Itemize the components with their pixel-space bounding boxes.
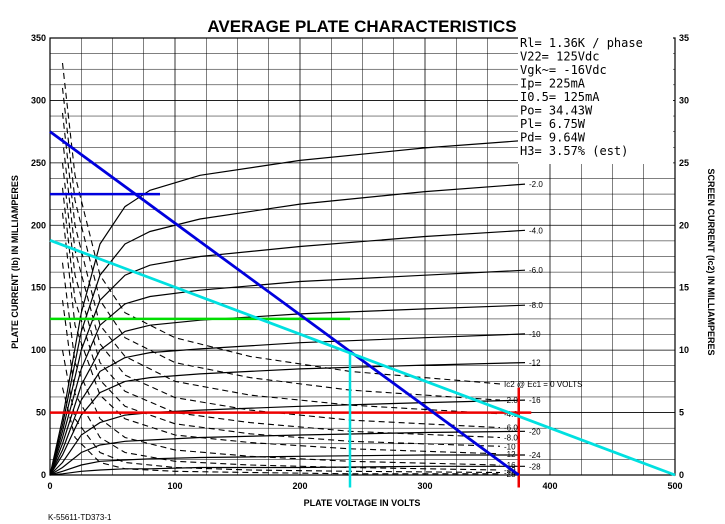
- screen-curve-label: -6.0: [504, 424, 518, 433]
- plate-curve-label: -12: [529, 359, 541, 368]
- axes: 0 100 200 300 400 500050100150200250300350051…: [31, 33, 689, 491]
- plate-curve-label: -16: [529, 396, 541, 405]
- y2-tick-label: 0: [679, 470, 684, 480]
- y-tick-label: 100: [31, 345, 46, 355]
- x-axis-label: PLATE VOLTAGE IN VOLTS: [304, 498, 421, 508]
- y2-tick-label: 30: [679, 95, 689, 105]
- y-tick-label: 50: [36, 408, 46, 418]
- plate-curve: [49, 269, 526, 476]
- y-tick-label: 300: [31, 95, 46, 105]
- screen-curve: [61, 137, 501, 429]
- screen-curve: [61, 262, 501, 466]
- load-line-blue: [49, 130, 520, 477]
- info-box-background: [518, 34, 673, 164]
- info-line: Pl= 6.75W: [520, 117, 586, 131]
- screen-curve-label: Ic2 @ Ec1 = 0 VOLTS: [504, 380, 582, 389]
- plate-curve: [49, 362, 526, 476]
- y2-tick-label: 20: [679, 220, 689, 230]
- y-tick-label: 200: [31, 220, 46, 230]
- y2-tick-label: 10: [679, 345, 689, 355]
- drawing-code: K-55611-TD373-1: [48, 513, 112, 522]
- load-line-cyan: [49, 238, 676, 477]
- screen-curve: [61, 162, 501, 439]
- plate-curve: [49, 229, 526, 476]
- plot-frame: [49, 37, 676, 476]
- plate-curve: [49, 465, 525, 476]
- screen-curve-label: -10: [504, 442, 516, 451]
- plate-curve: [49, 304, 526, 476]
- screen-curve: [61, 187, 501, 447]
- plate-curve: [49, 399, 526, 476]
- info-line: Vgk~= -16Vdc: [520, 63, 607, 77]
- plate-curve-label: -28: [529, 462, 541, 471]
- screen-curve-label: -24: [504, 469, 516, 478]
- plate-curve-label: -24: [529, 451, 541, 460]
- y-tick-label: 150: [31, 283, 46, 293]
- load-line-overlays: [49, 130, 676, 488]
- screen-curve: [61, 87, 501, 401]
- plate-curve-label: -10: [529, 330, 541, 339]
- plate-curve-label: -8.0: [529, 301, 543, 310]
- screen-curve: [61, 112, 501, 415]
- info-line: Ip= 225mA: [520, 77, 586, 91]
- info-line: Po= 34.43W: [520, 104, 593, 118]
- y-tick-label: 0: [41, 470, 46, 480]
- chart-title: AVERAGE PLATE CHARACTERISTICS: [207, 17, 516, 36]
- y2-tick-label: 15: [679, 283, 689, 293]
- screen-curve: [61, 387, 500, 475]
- y2-tick-label: 35: [679, 33, 689, 43]
- screen-curve-label: -8.0: [504, 434, 518, 443]
- info-line: Pd= 9.64W: [520, 131, 586, 145]
- y-tick-label: 250: [31, 158, 46, 168]
- x-tick-label: 0: [47, 481, 52, 491]
- screen-curve-label: -16: [504, 461, 516, 470]
- info-line: Rl= 1.36K / phase: [520, 36, 643, 50]
- plate-curve: [49, 333, 526, 476]
- y2-tick-label: 25: [679, 158, 689, 168]
- plate-curve: [49, 454, 525, 476]
- x-tick-label: 500: [667, 481, 682, 491]
- y-tick-label: 350: [31, 33, 46, 43]
- info-line: I0.5= 125mA: [520, 90, 600, 104]
- plate-curve: [49, 183, 526, 476]
- plate-curve-label: -4.0: [529, 226, 543, 235]
- info-line: V22= 125Vdc: [520, 50, 599, 64]
- plate-curve: [49, 139, 526, 476]
- y2-tick-label: 5: [679, 408, 684, 418]
- plate-curve: [49, 430, 526, 476]
- plate-curve-label: -6.0: [529, 266, 543, 275]
- plate-curve-label: -2.0: [529, 180, 543, 189]
- screen-curve: [61, 212, 501, 455]
- x-tick-label: 100: [167, 481, 182, 491]
- y-axis-label: PLATE CURRENT (Ib) IN MILLIAMPERES: [10, 175, 20, 349]
- x-tick-label: 200: [292, 481, 307, 491]
- screen-curve: [61, 62, 501, 385]
- x-tick-label: 300: [417, 481, 432, 491]
- info-line: H3= 3.57% (est): [520, 144, 628, 158]
- screen-curve-label: -12: [504, 450, 516, 459]
- screen-curve: [61, 350, 501, 474]
- y2-axis-label: SCREEN CURRENT (Ic2) IN MILLIAMPERES: [706, 168, 716, 355]
- plate-current-curves: Ib @ Ec1 = 0 VOLTS-2.0-4.0-6.0-8.0-10-12…: [49, 136, 603, 476]
- screen-curve-label: -28: [504, 470, 516, 479]
- plate-curve-label: -20: [529, 427, 541, 436]
- x-tick-label: 400: [542, 481, 557, 491]
- screen-curve-label: -20: [504, 466, 516, 475]
